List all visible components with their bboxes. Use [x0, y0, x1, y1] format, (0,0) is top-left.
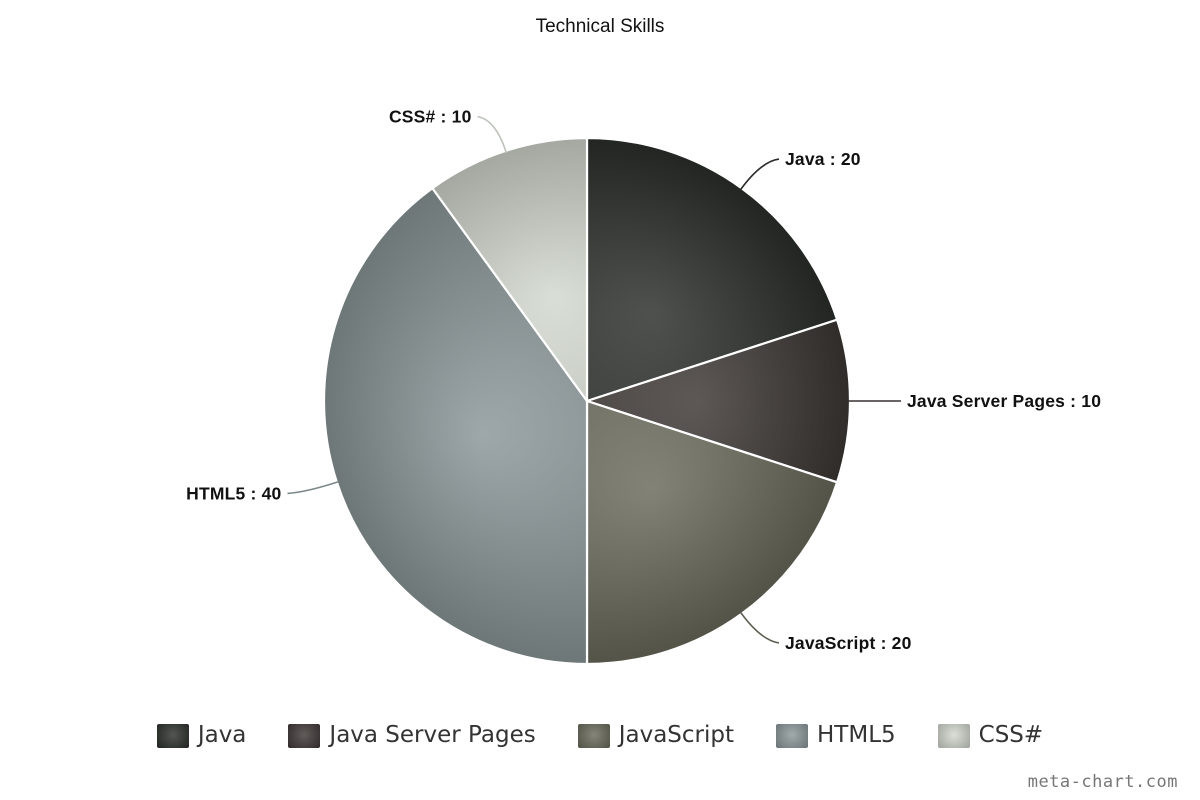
legend-label: CSS#: [978, 722, 1044, 748]
legend: Java Java Server Pages JavaScript HTML5 CSS#: [0, 718, 1200, 758]
legend-swatch: [776, 724, 808, 748]
legend-item-java[interactable]: Java: [156, 718, 247, 758]
legend-label: JavaScript: [618, 722, 734, 748]
legend-label: Java Server Pages: [329, 722, 536, 748]
legend-item-html5[interactable]: HTML5: [776, 718, 896, 758]
legend-item-css[interactable]: CSS#: [937, 718, 1044, 758]
legend-label: Java: [197, 722, 247, 748]
legend-label: HTML5: [817, 722, 896, 748]
watermark: meta-chart.com: [1027, 772, 1178, 792]
data-label-javascript: JavaScript : 20: [785, 633, 912, 653]
legend-item-javascript[interactable]: JavaScript: [577, 718, 734, 758]
legend-item-java-server-pages[interactable]: Java Server Pages: [288, 718, 536, 758]
leader-line-css: [477, 115, 508, 154]
legend-swatch: [288, 724, 321, 748]
chart-title: Technical Skills: [535, 16, 665, 37]
legend-swatch: [577, 724, 610, 748]
leader-line-javascript: [739, 611, 780, 644]
data-label-java-server-pages: Java Server Pages : 10: [907, 391, 1101, 411]
data-label-html5: HTML5 : 40: [186, 483, 281, 503]
legend-swatch: [156, 724, 189, 748]
data-label-css: CSS# : 10: [389, 107, 472, 127]
leader-line-html5: [287, 480, 340, 495]
leader-line-java: [739, 158, 780, 191]
data-label-java: Java : 20: [785, 149, 861, 169]
legend-swatch: [937, 724, 970, 748]
